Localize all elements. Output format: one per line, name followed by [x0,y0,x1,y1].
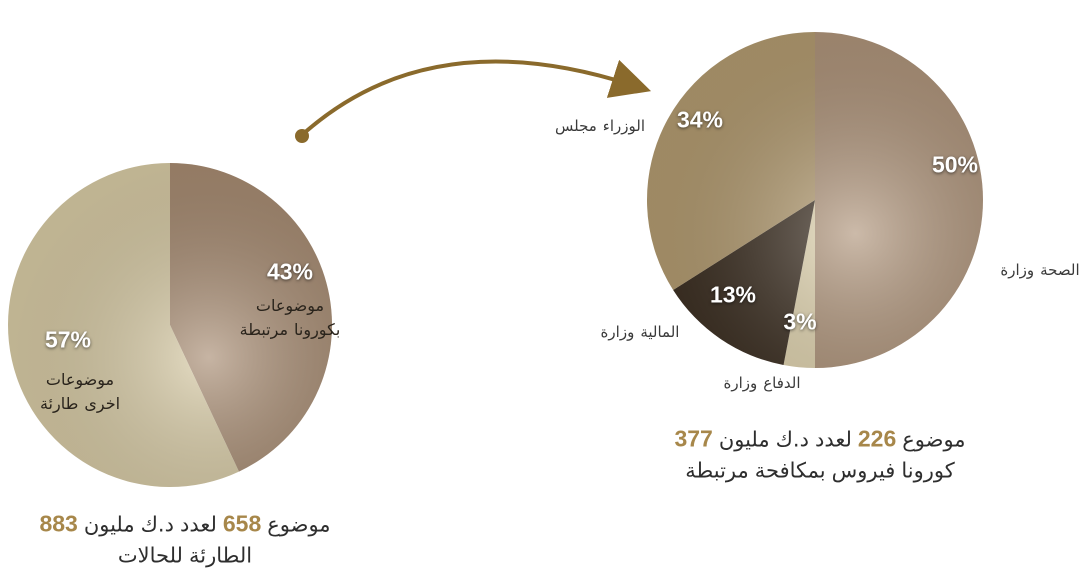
word: فيروس [831,458,896,483]
word: مرتبطة [239,320,289,339]
word: وزارة [723,374,758,392]
word: الطارئة [188,543,253,568]
category-label: مجلس الوزراء [555,117,645,135]
category-label: وزارة الصحة [1000,261,1079,279]
text-line: طارئة اخرى [40,392,120,416]
category-label: وزارة المالية [601,323,680,341]
word: اخرى [84,394,121,413]
pie-slice [815,32,983,368]
highlight-number: 658 [222,510,262,537]
word: بكورونا [294,320,341,339]
highlight-number: 377 [674,425,713,452]
word: الوزراء [602,117,646,135]
slice-label: 13% [710,282,756,309]
word: موضوع [902,427,966,452]
text-line: وزارة الصحة [1000,261,1079,279]
category-label: وزارة الدفاع [723,374,800,392]
value-label: 50% [931,151,979,178]
highlight-number: 226 [857,425,897,452]
word: وزارة [1000,261,1035,279]
word: المالية [640,323,680,341]
word: مليون [83,512,135,537]
word: للحالات [117,543,183,568]
slice-label: 3% [783,309,816,336]
word: د.ك [140,512,174,537]
slice-label: 34% [677,107,723,134]
text-line: 883 مليون د.ك لعدد 658 موضوع [39,509,330,541]
arrow-dot [295,129,309,143]
word: مرتبطة [685,458,749,483]
slice-label: 43% [267,259,313,286]
caption: 883 مليون د.ك لعدد 658 موضوع للحالات الطارئة [39,509,330,572]
category-label: موضوعات مرتبطة بكورونا [240,294,341,342]
word: مليون [718,427,770,452]
word: الصحة [1040,261,1080,279]
word: طارئة [39,394,79,413]
word: وزارة [600,323,635,341]
text-line: للحالات الطارئة [118,541,252,572]
arrow [300,59,652,137]
text-line: موضوعات [46,368,114,392]
word: موضوعات [45,370,115,389]
text-line: مرتبطة بمكافحة فيروس كورونا [685,456,954,487]
word: الدفاع [763,374,801,392]
word: د.ك [775,427,809,452]
caption: 377 مليون د.ك لعدد 226 موضوع مرتبطة بمكافحة فيرو… [674,424,965,487]
word: لعدد [179,512,217,537]
word: كورونا [901,458,955,483]
text-line: مجلس الوزراء [555,117,645,135]
value-label: 3% [783,308,817,335]
word: موضوعات [255,296,325,315]
category-label: موضوعات طارئة اخرى [40,368,120,416]
highlight-number: 883 [39,510,78,537]
word: مجلس [554,117,597,135]
value-label: 13% [709,281,757,308]
slice-label: 57% [45,327,91,354]
text-line: موضوعات [256,294,324,318]
text-line: 377 مليون د.ك لعدد 226 موضوع [674,424,965,456]
value-label: 43% [266,258,314,285]
text-line: وزارة الدفاع [723,374,800,392]
slice-label: 50% [932,152,978,179]
text-line: وزارة المالية [601,323,680,341]
value-label: 57% [44,326,92,353]
value-label: 34% [676,106,724,133]
text-line: مرتبطة بكورونا [240,318,341,342]
word: لعدد [814,427,852,452]
word: بمكافحة [754,458,826,483]
word: موضوع [267,512,331,537]
